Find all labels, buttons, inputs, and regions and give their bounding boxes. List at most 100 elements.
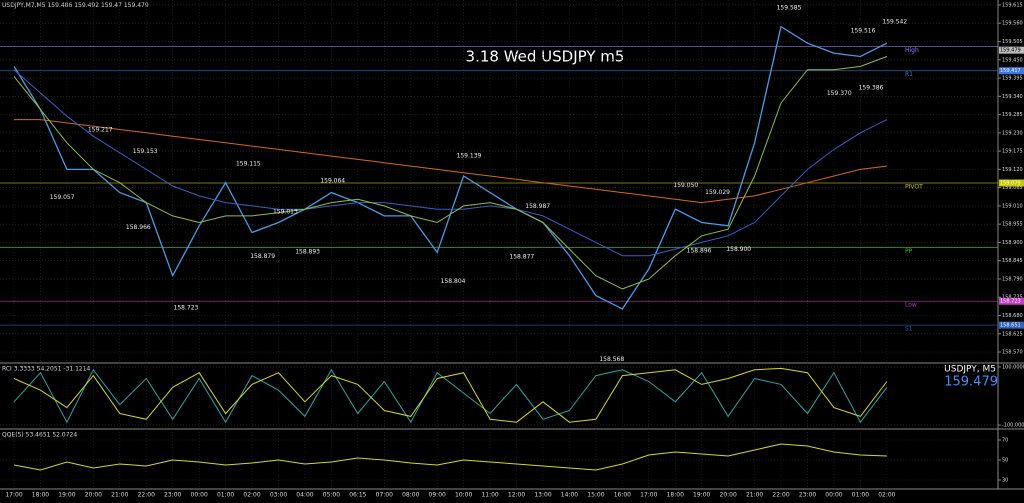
indicator-header: RCI 3.3333 54.2051 -31.1214 <box>2 366 91 373</box>
y-tick-label: 70 <box>1002 438 1008 444</box>
peak-label: 158.966 <box>126 224 151 231</box>
x-tick-label: 04:00 <box>296 492 313 499</box>
y-tick-label: -100.0000 <box>1002 423 1024 429</box>
peak-label: 159.050 <box>673 182 698 189</box>
x-tick-label: 02:00 <box>878 492 895 499</box>
x-tick-label: 19:00 <box>693 492 710 499</box>
peak-label: 159.064 <box>320 177 345 184</box>
x-tick-label: 20:00 <box>720 492 737 499</box>
x-tick-label: 02:00 <box>243 492 260 499</box>
y-tick-label: 158.845 <box>1002 258 1023 264</box>
peak-label: 158.568 <box>599 356 624 363</box>
x-tick-label: 23:00 <box>799 492 816 499</box>
y-tick-label: 159.120 <box>1002 167 1023 173</box>
peak-label: 159.153 <box>133 148 158 155</box>
x-tick-label: 18:00 <box>32 492 49 499</box>
peak-label: 159.516 <box>851 27 876 34</box>
peak-label: 158.896 <box>687 247 712 254</box>
y-tick-label: 159.065 <box>1002 185 1023 191</box>
peak-label: 159.029 <box>705 189 730 196</box>
peak-label: 159.013 <box>273 208 298 215</box>
peak-label: 158.804 <box>441 278 466 285</box>
x-tick-label: 05:00 <box>323 492 340 499</box>
x-tick-label: 11:00 <box>481 492 498 499</box>
x-tick-label: 17:00 <box>5 492 22 499</box>
level-tag <box>999 179 1024 187</box>
price-tag <box>999 46 1024 54</box>
level-name: PIVOT <box>905 183 923 190</box>
open: 159.486 <box>47 2 72 9</box>
peak-label: 159.139 <box>457 153 482 160</box>
x-tick-label: 13:00 <box>534 492 551 499</box>
x-tick-label: 22:00 <box>772 492 789 499</box>
series-line <box>13 69 888 257</box>
peak-label: 159.057 <box>50 194 75 201</box>
x-tick-label: 10:00 <box>455 492 472 499</box>
peak-label: 159.217 <box>88 127 113 134</box>
level-name: S1 <box>905 326 913 333</box>
y-tick-label: 158.680 <box>1002 313 1023 319</box>
y-tick-label: 159.450 <box>1002 57 1023 63</box>
y-tick-label: 158.900 <box>1002 240 1023 246</box>
peak-label: 158.900 <box>726 246 751 253</box>
price-tag-label: 159.479 <box>1000 48 1021 54</box>
peak-label: 159.386 <box>859 85 884 92</box>
x-tick-label: 22:00 <box>138 492 155 499</box>
series-line <box>13 56 888 290</box>
y-tick-label: 158.790 <box>1002 276 1023 282</box>
peak-label: 159.115 <box>236 161 261 168</box>
y-tick-label: 159.010 <box>1002 203 1023 209</box>
x-tick-label: 09:00 <box>429 492 446 499</box>
y-tick-label: 159.175 <box>1002 149 1023 155</box>
level-tag <box>999 67 1024 75</box>
y-tick-label: 158.625 <box>1002 331 1023 337</box>
y-tick-label: 30 <box>1002 478 1008 484</box>
level-name: Low <box>905 302 917 309</box>
x-tick-label: 12:00 <box>508 492 525 499</box>
x-tick-label: 00:00 <box>191 492 208 499</box>
peak-label: 159.370 <box>827 90 852 97</box>
peak-label: 159.542 <box>882 19 907 26</box>
level-tag <box>999 321 1024 329</box>
x-tick-label: 14:00 <box>561 492 578 499</box>
y-tick-label: 159.340 <box>1002 94 1023 100</box>
chart-title: 3.18 Wed USDJPY m5 <box>466 48 625 66</box>
level-tag <box>999 297 1024 305</box>
series-line <box>13 367 888 423</box>
x-tick-label: 18:00 <box>667 492 684 499</box>
x-tick-label: 19:00 <box>58 492 75 499</box>
level-tag-label: 159.417 <box>1000 68 1021 74</box>
y-tick-label: 159.395 <box>1002 76 1023 82</box>
y-tick-label: 50 <box>1002 458 1008 464</box>
x-tick-label: 01:00 <box>852 492 869 499</box>
x-tick-label: 08:00 <box>402 492 419 499</box>
y-tick-label: 158.955 <box>1002 222 1023 228</box>
high: 159.492 <box>74 2 99 9</box>
x-tick-label: 20:00 <box>85 492 102 499</box>
peak-label: 158.987 <box>525 203 550 210</box>
close: 159.479 <box>124 2 149 9</box>
x-tick-label: 23:00 <box>164 492 181 499</box>
level-name: High <box>905 47 919 54</box>
x-tick-label: 01:00 <box>217 492 234 499</box>
level-name: PP <box>905 248 913 255</box>
level-tag-label: 159.079 <box>1000 180 1021 186</box>
peak-label: 158.877 <box>509 254 534 261</box>
current-price: 159.479 <box>944 375 998 390</box>
symbol: USDJPY,M7,M5 <box>2 2 46 9</box>
y-tick-label: 158.570 <box>1002 350 1023 356</box>
level-name: R1 <box>905 71 913 78</box>
series-line <box>14 119 887 204</box>
symbol-label: USDJPY, M5 <box>944 365 996 375</box>
y-tick-label: 159.230 <box>1002 130 1023 136</box>
y-tick-label: 100.0000 <box>1002 364 1024 370</box>
peak-label: 158.893 <box>295 248 320 255</box>
level-tag-label: 158.651 <box>1000 323 1021 329</box>
x-tick-label: 06:15 <box>349 492 366 499</box>
peak-label: 159.585 <box>777 4 802 11</box>
level-tag-label: 158.723 <box>1000 299 1021 305</box>
series-line <box>13 443 887 471</box>
x-tick-label: 15:00 <box>587 492 604 499</box>
